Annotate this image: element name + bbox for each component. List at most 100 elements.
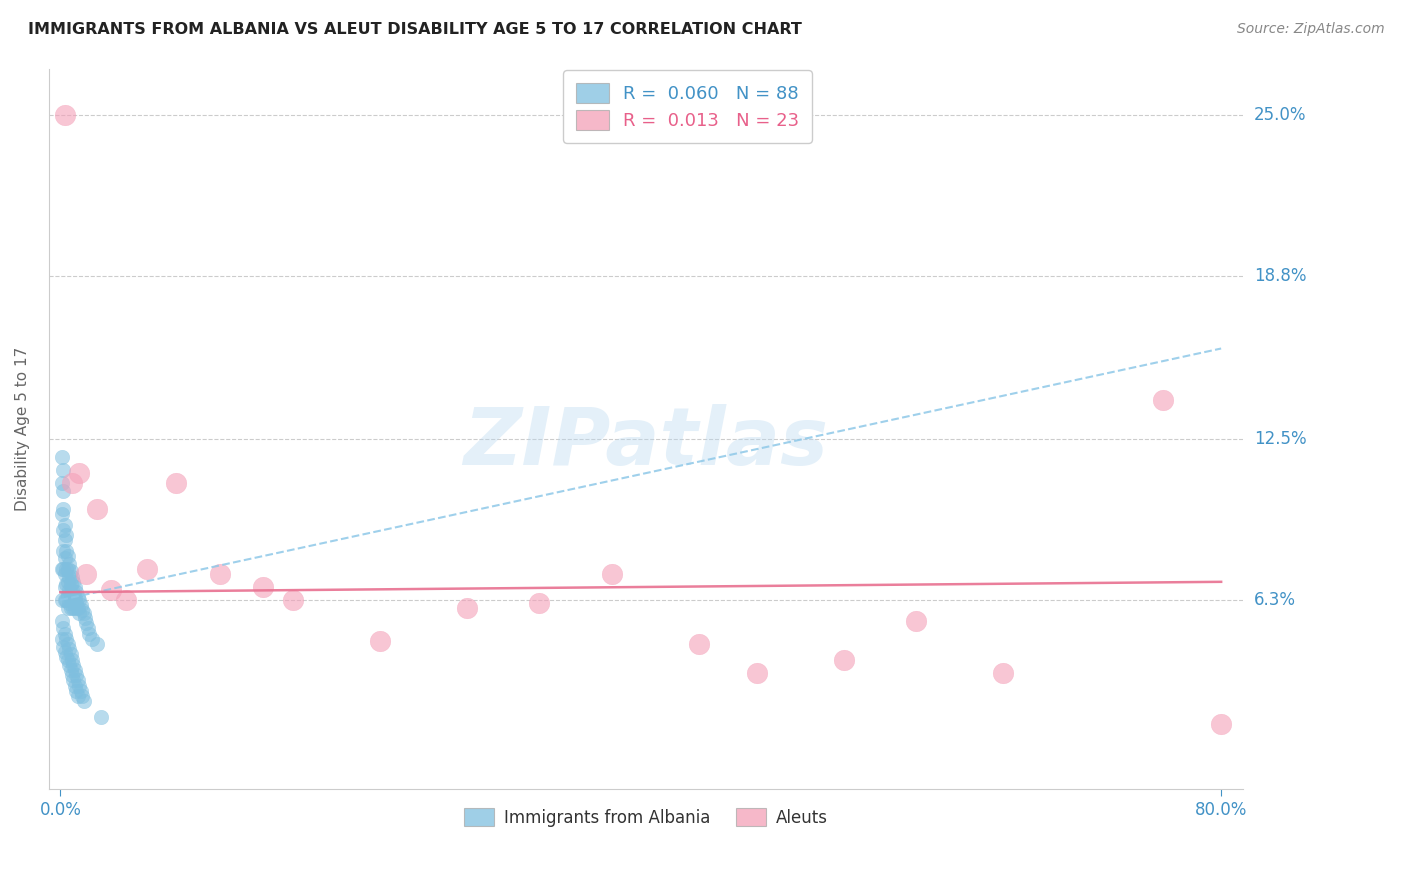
Text: 18.8%: 18.8% [1254,267,1306,285]
Point [456,600,478,615]
Point [58,596,80,610]
Point [56,562,79,576]
Point [65,668,87,682]
Point [52,484,75,499]
Point [53,626,76,640]
Point [65,596,87,610]
Point [60,569,83,583]
Point [1211,717,1233,731]
Point [59,577,82,591]
Point [63,600,86,615]
Text: 12.5%: 12.5% [1254,430,1306,449]
Point [59,600,82,615]
Point [53,517,76,532]
Point [208,567,231,582]
Point [53,580,76,594]
Point [51,593,73,607]
Point [62,588,84,602]
Point [51,562,73,576]
Point [1152,393,1174,408]
Point [60,582,83,597]
Point [527,596,550,610]
Point [58,557,80,571]
Point [86,502,108,516]
Text: ZIPatlas: ZIPatlas [464,404,828,483]
Point [67,593,90,607]
Point [100,582,122,597]
Point [69,598,91,612]
Legend: Immigrants from Albania, Aleuts: Immigrants from Albania, Aleuts [456,799,835,835]
Point [832,652,855,666]
Point [63,663,86,677]
Point [60,668,83,682]
Point [114,593,136,607]
Point [52,502,75,516]
Point [136,562,159,576]
Text: 6.3%: 6.3% [1254,591,1296,609]
Point [52,562,75,576]
Point [66,600,89,615]
Y-axis label: Disability Age 5 to 17: Disability Age 5 to 17 [15,347,30,511]
Point [79,626,101,640]
Point [52,543,75,558]
Point [58,569,80,583]
Point [60,476,83,491]
Point [600,567,623,582]
Point [77,622,100,636]
Point [62,673,84,688]
Point [252,580,274,594]
Point [55,528,77,542]
Point [60,652,83,666]
Point [59,588,82,602]
Point [62,657,84,672]
Text: 25.0%: 25.0% [1254,106,1306,124]
Point [59,565,82,579]
Point [55,650,77,665]
Point [55,593,77,607]
Point [58,642,80,657]
Point [55,577,77,591]
Point [90,709,112,723]
Point [281,593,304,607]
Point [52,622,75,636]
Point [53,593,76,607]
Point [56,600,79,615]
Point [65,683,87,698]
Point [52,640,75,654]
Point [55,632,77,646]
Point [51,508,73,522]
Point [70,689,93,703]
Text: Source: ZipAtlas.com: Source: ZipAtlas.com [1237,22,1385,37]
Point [67,466,90,480]
Point [67,606,90,620]
Point [56,588,79,602]
Point [368,634,391,648]
Point [70,603,93,617]
Point [62,600,84,615]
Point [67,679,90,693]
Point [66,689,89,703]
Point [56,652,79,666]
Point [51,632,73,646]
Point [53,533,76,548]
Point [63,679,86,693]
Point [66,673,89,688]
Point [58,657,80,672]
Point [72,606,94,620]
Point [55,562,77,576]
Point [53,108,76,122]
Point [745,665,768,680]
Point [51,450,73,465]
Point [688,637,710,651]
Point [69,683,91,698]
Point [59,663,82,677]
Point [60,593,83,607]
Point [76,616,98,631]
Point [63,591,86,605]
Point [51,476,73,491]
Point [55,543,77,558]
Point [993,665,1015,680]
Point [73,611,96,625]
Point [905,614,928,628]
Point [53,645,76,659]
